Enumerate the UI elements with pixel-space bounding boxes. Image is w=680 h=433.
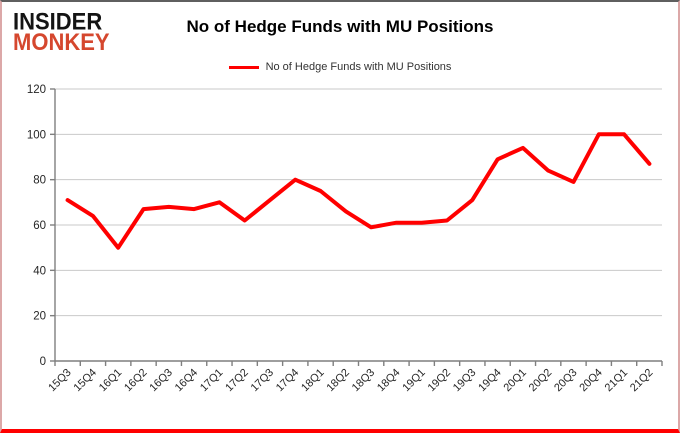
series-line xyxy=(65,132,652,250)
x-axis-tick-label: 19Q3 xyxy=(451,367,479,395)
x-axis-tick-label: 18Q2 xyxy=(324,367,352,395)
logo-monkey-text: MONKEY xyxy=(13,28,110,56)
chart-title: No of Hedge Funds with MU Positions xyxy=(186,17,494,36)
x-axis-tick-label: 17Q2 xyxy=(223,367,251,395)
y-axis-tick-label: 20 xyxy=(33,311,46,323)
chart-legend: No of Hedge Funds with MU Positions xyxy=(2,61,678,73)
y-axis-tick-label: 40 xyxy=(33,265,46,277)
x-axis-tick-label: 17Q3 xyxy=(249,367,277,395)
x-axis-tick-label: 18Q4 xyxy=(375,367,403,395)
x-axis-tick-label: 20Q2 xyxy=(527,367,555,395)
x-axis-tick-label: 16Q4 xyxy=(173,367,201,395)
insider-monkey-logo: INSIDER MONKEY xyxy=(13,7,110,56)
x-axis-tick-label: 18Q1 xyxy=(299,367,327,395)
x-axis-tick-label: 19Q4 xyxy=(476,367,504,395)
x-axis-tick-label: 20Q3 xyxy=(552,367,580,395)
y-axis-tick-label: 0 xyxy=(40,356,46,368)
x-axis-tick-label: 20Q4 xyxy=(577,367,605,395)
x-axis-tick-label: 20Q1 xyxy=(501,367,529,395)
x-axis-tick-label: 17Q1 xyxy=(198,367,226,395)
x-axis-tick-label: 16Q1 xyxy=(97,367,125,395)
x-axis-tick-label: 18Q3 xyxy=(350,367,378,395)
x-axis-tick-label: 19Q1 xyxy=(400,367,428,395)
logo-insider-text: INSIDER xyxy=(13,7,103,35)
x-axis-tick-label: 15Q4 xyxy=(72,367,100,395)
x-axis-tick-label: 15Q3 xyxy=(46,367,74,395)
x-axis-tick-label: 19Q2 xyxy=(426,367,454,395)
y-axis-tick-label: 60 xyxy=(33,220,46,232)
y-axis-tick-label: 120 xyxy=(27,84,46,96)
x-axis-tick-label: 21Q1 xyxy=(603,367,631,395)
y-axis-tick-label: 100 xyxy=(27,129,46,141)
x-axis-tick-label: 21Q2 xyxy=(628,367,656,395)
x-axis-tick-label: 16Q3 xyxy=(147,367,175,395)
x-axis-tick-label: 16Q2 xyxy=(122,367,150,395)
legend-line-swatch xyxy=(228,65,259,69)
y-axis-tick-label: 80 xyxy=(33,175,46,187)
x-axis-tick-label: 17Q4 xyxy=(274,367,302,395)
legend-label: No of Hedge Funds with MU Positions xyxy=(265,61,452,73)
